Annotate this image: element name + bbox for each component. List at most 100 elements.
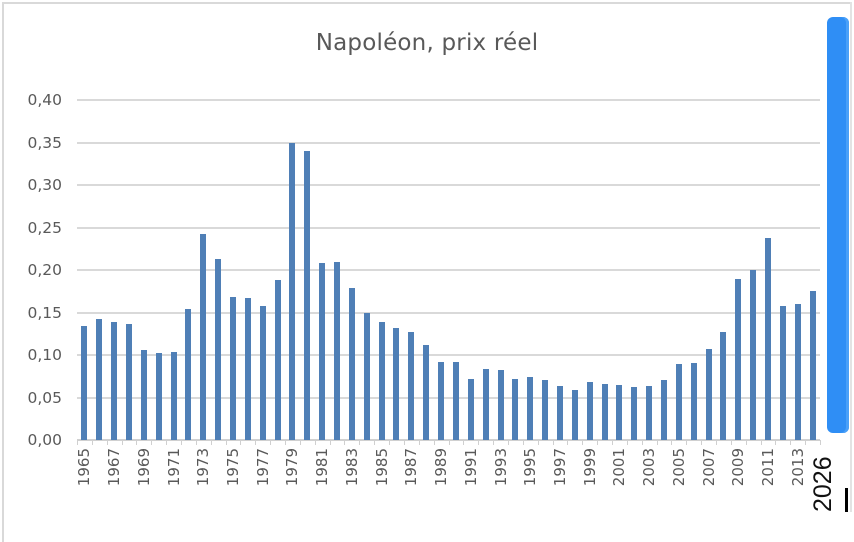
x-tick-label: 1973 (194, 448, 213, 487)
x-tick (552, 440, 554, 445)
bar-1997 (556, 386, 563, 440)
bar-1985 (378, 321, 385, 440)
x-tick (299, 440, 301, 445)
x-tick-label: 1989 (432, 448, 451, 487)
bar-2001 (616, 384, 623, 440)
x-tick (730, 440, 732, 445)
x-tick (240, 440, 242, 445)
bar-1984 (363, 313, 370, 440)
y-tick-label: 0,30 (27, 176, 62, 194)
bar-1978 (274, 280, 281, 440)
x-tick (820, 440, 821, 445)
x-tick (255, 440, 257, 445)
bar-1972 (185, 309, 192, 440)
x-tick (270, 440, 272, 445)
bar-1995 (527, 377, 534, 440)
bar-1993 (497, 370, 504, 440)
x-tick (507, 440, 509, 445)
y-tick-label: 0,40 (27, 91, 62, 109)
x-tick-label: 2003 (640, 448, 659, 487)
x-tick (463, 440, 465, 445)
bar-1981 (319, 263, 326, 440)
x-tick-label: 1993 (491, 448, 510, 487)
x-tick-label: 1987 (402, 448, 421, 487)
x-tick-label: 1991 (461, 448, 480, 487)
x-tick (403, 440, 405, 445)
x-tick (582, 440, 584, 445)
frame-right-edge (850, 2, 852, 512)
gridline (77, 99, 820, 101)
x-tick-label: 2007 (699, 448, 718, 487)
x-tick-label: 1999 (580, 448, 599, 487)
bar-2010 (750, 270, 757, 440)
x-tick-label: 2009 (729, 448, 748, 487)
bar-2004 (660, 379, 667, 440)
y-tick-label: 0,05 (27, 388, 62, 407)
x-tick (106, 440, 108, 445)
x-tick (611, 440, 613, 445)
y-tick-label: 0,15 (27, 303, 62, 322)
x-tick (597, 440, 599, 445)
x-tick (805, 440, 807, 445)
x-tick-label: 2011 (758, 448, 777, 487)
bar-2005 (675, 364, 682, 440)
bar-1987 (408, 332, 415, 440)
gridline (77, 269, 820, 271)
bar-1966 (96, 319, 103, 440)
x-tick (389, 440, 391, 445)
x-tick (493, 440, 495, 445)
bar-2003 (646, 386, 653, 440)
x-tick-label: 1969 (134, 448, 153, 487)
x-tick (314, 440, 316, 445)
x-tick (91, 440, 93, 445)
x-tick (656, 440, 658, 445)
x-tick (478, 440, 480, 445)
x-tick-label: 1979 (283, 448, 302, 487)
x-tick-label: 1981 (313, 448, 332, 487)
x-tick (715, 440, 717, 445)
x-tick (448, 440, 450, 445)
bar-1996 (542, 379, 549, 440)
x-tick (790, 440, 792, 445)
x-tick-label: 2001 (610, 448, 629, 487)
x-tick-label: 1971 (164, 448, 183, 487)
x-tick-label: 1985 (372, 448, 391, 487)
bar-2008 (720, 332, 727, 440)
bar-1992 (482, 368, 489, 440)
vertical-scrollbar[interactable] (827, 17, 849, 433)
x-tick (285, 440, 287, 445)
bar-1976 (244, 298, 251, 440)
x-tick (760, 440, 762, 445)
bar-1971 (170, 352, 177, 440)
bar-1998 (571, 389, 578, 440)
x-tick (374, 440, 376, 445)
x-tick (537, 440, 539, 445)
y-tick-label: 0,10 (27, 346, 62, 364)
bar-2006 (690, 362, 697, 440)
x-tick (195, 440, 197, 445)
bar-1969 (140, 349, 147, 440)
bar-1983 (348, 287, 355, 440)
bar-2013 (794, 304, 801, 440)
x-tick (701, 440, 703, 445)
bar-1979 (289, 142, 296, 440)
x-tick (522, 440, 524, 445)
gridline (77, 184, 820, 186)
x-tick (151, 440, 153, 445)
bar-2009 (735, 279, 742, 440)
bar-2000 (601, 383, 608, 440)
x-tick-label: 1965 (75, 448, 94, 487)
bar-1986 (393, 327, 400, 440)
y-tick-label: 0,20 (27, 261, 62, 279)
bar-1973 (200, 234, 207, 440)
x-tick-label: 1975 (224, 448, 243, 487)
x-tick (329, 440, 331, 445)
bar-1965 (81, 326, 88, 440)
bar-1994 (512, 378, 519, 440)
gridline (77, 226, 820, 229)
x-tick (433, 440, 435, 445)
bar-1975 (230, 297, 237, 440)
bar-1970 (155, 353, 162, 440)
overlay-year-label: 2026 (809, 456, 837, 512)
